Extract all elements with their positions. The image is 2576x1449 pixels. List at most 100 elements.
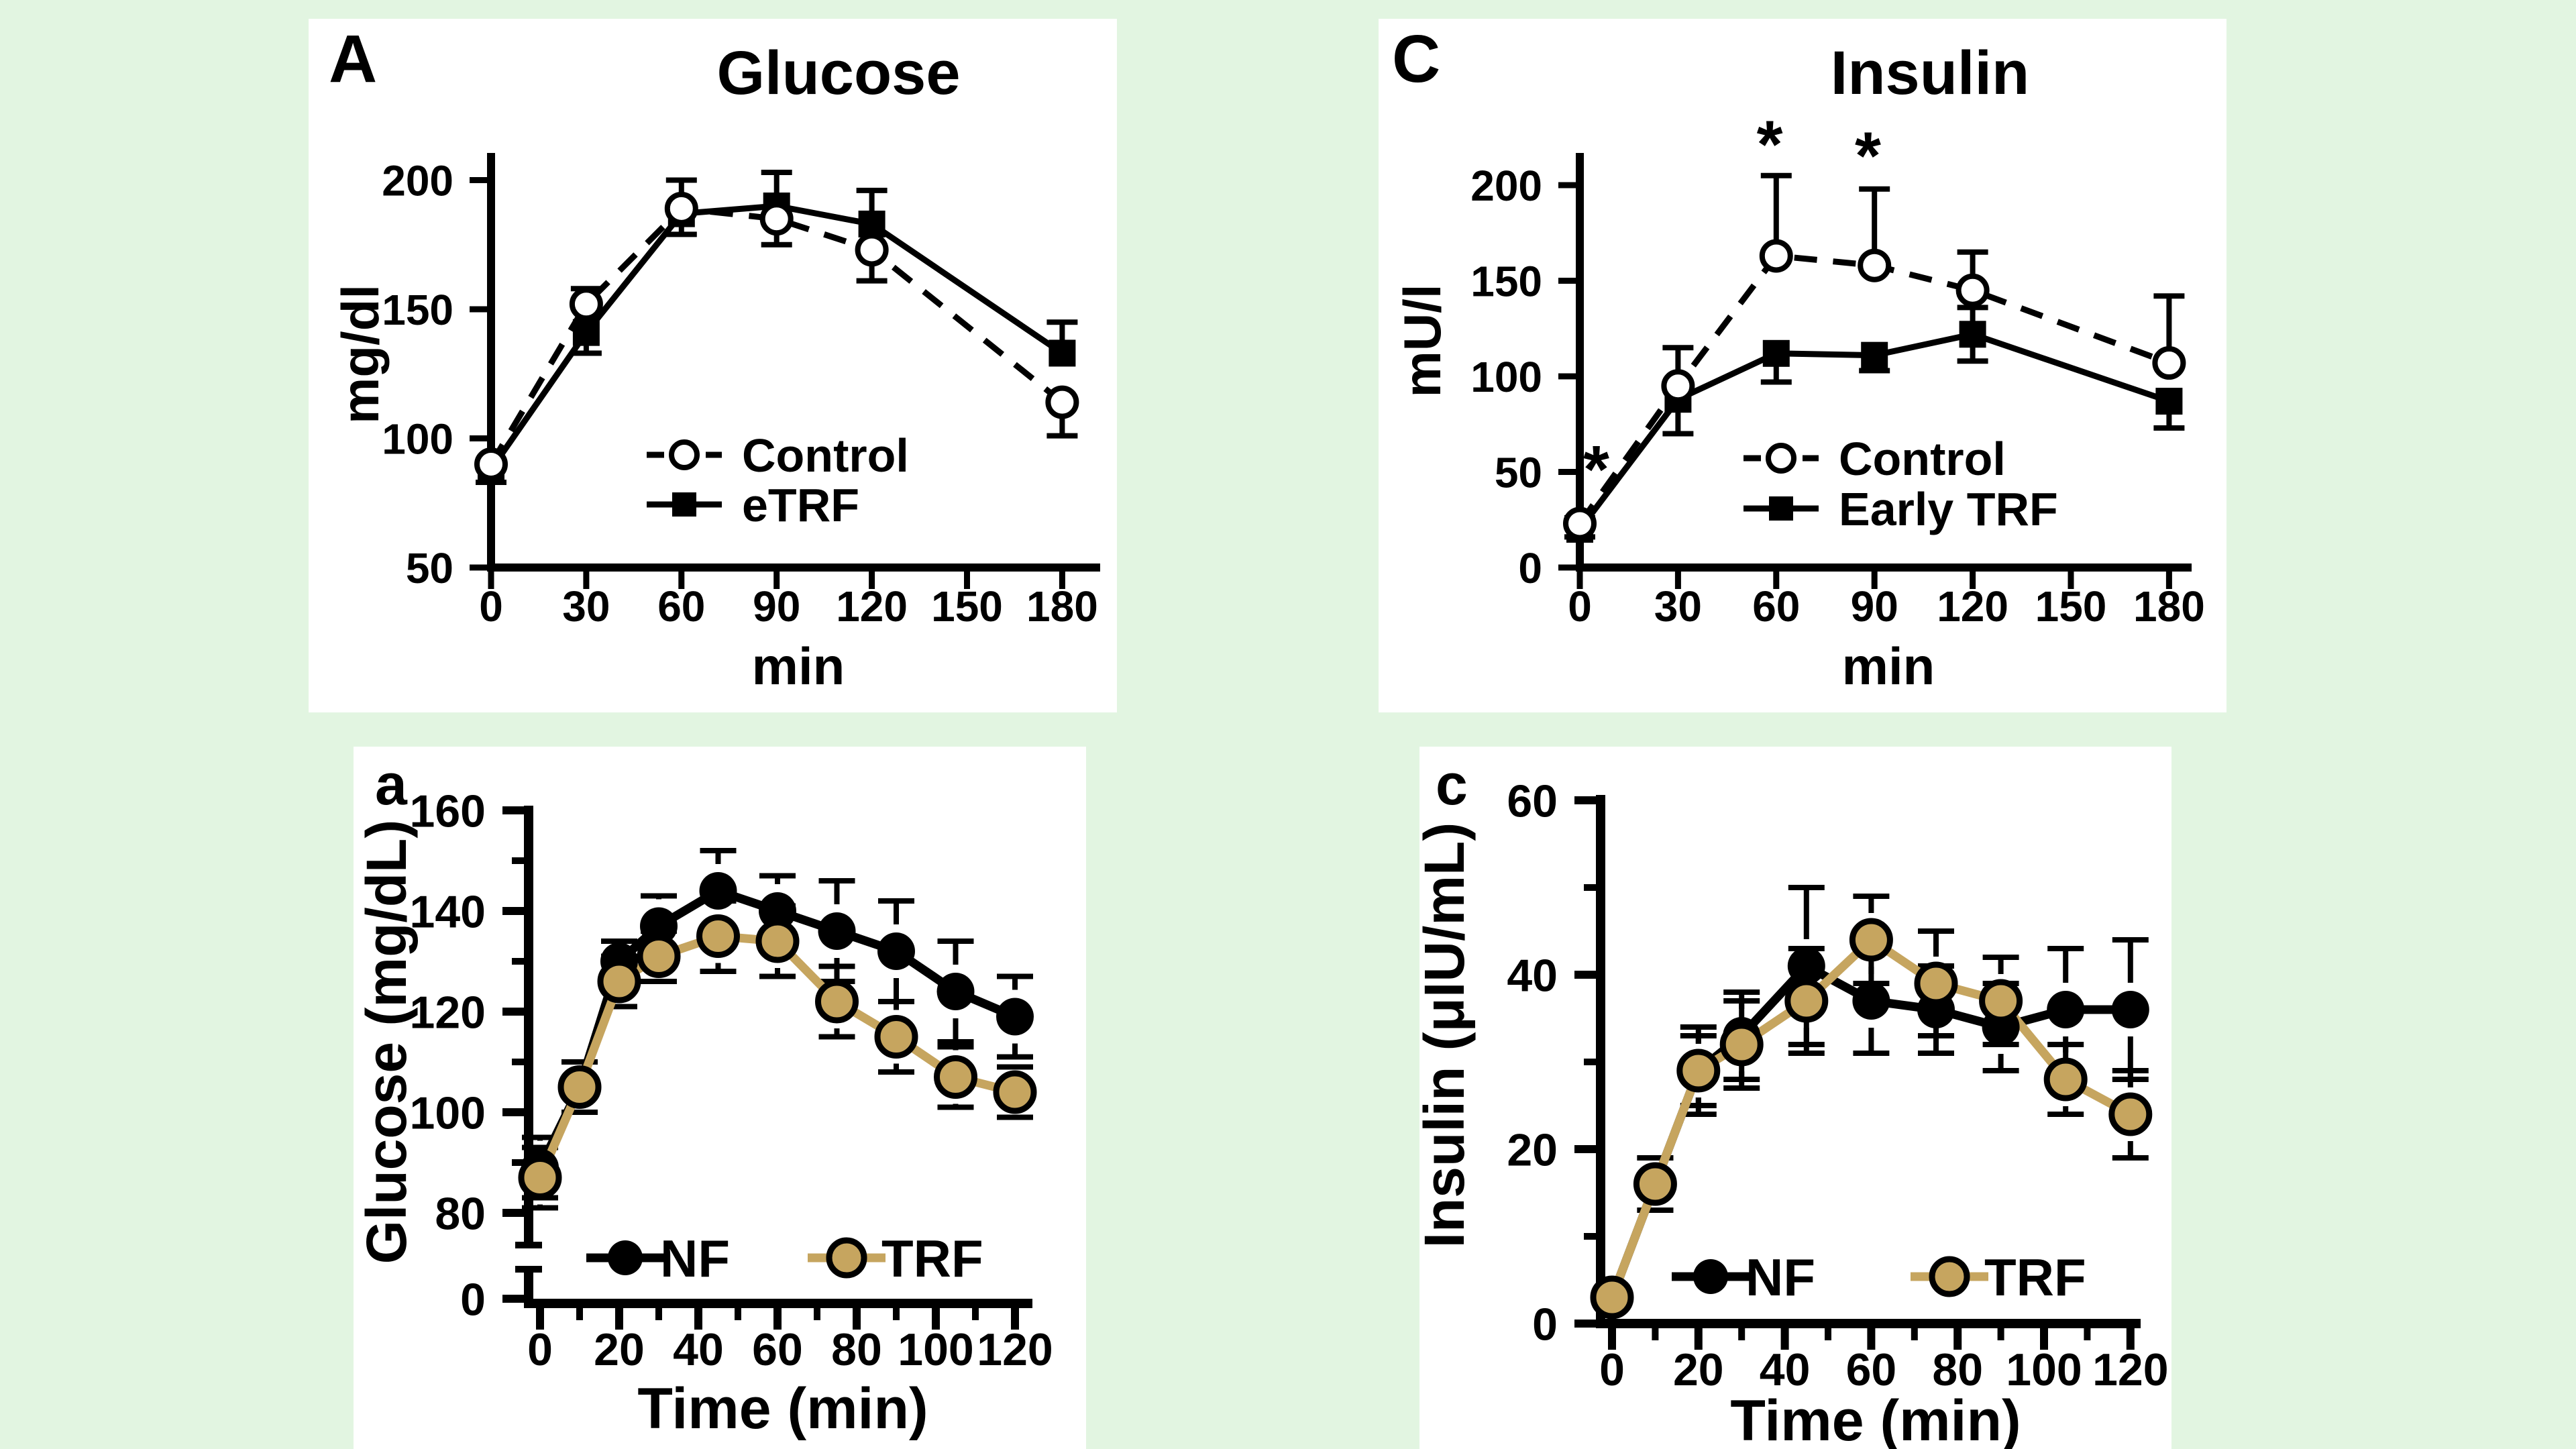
series-marker-trf <box>874 1015 918 1059</box>
chart-insulin-top: Insulin mU/l min 0 30 60 90 120 150 180 0 50 100 150 2… <box>1393 39 2205 696</box>
x-tick-label: 80 <box>1932 1344 1983 1395</box>
x-tick-label: 30 <box>562 582 610 631</box>
x-axis-label: Time (min) <box>637 1377 928 1441</box>
legend-label-nf: NF <box>1746 1248 1815 1307</box>
x-axis-label: min <box>1842 637 1935 696</box>
series-marker-etrf <box>572 319 600 346</box>
x-tick-label: 90 <box>753 582 800 631</box>
series-marker-nf <box>936 973 975 1010</box>
series-marker-control <box>1955 273 1990 307</box>
y-axis-label: Insulin (μIU/mL) <box>1419 822 1476 1248</box>
y-tick-label: 100 <box>1470 353 1542 401</box>
series-marker-nf <box>640 907 678 945</box>
x-tick-label: 90 <box>1851 582 1898 631</box>
series-line-control <box>488 205 1065 466</box>
legend-label-control: Control <box>742 429 909 482</box>
series-marker-nf <box>1852 982 1890 1020</box>
chart-insulin-bottom: Insulin (μIU/mL) Time (min) 0 20 40 60 80 100 12… <box>1419 775 2169 1449</box>
series-marker-nf <box>1787 947 1825 985</box>
panel-insulin-ogtt-top: C Insulin mU/l min 0 30 60 90 120 150 180 0 50 100 15… <box>1379 19 2226 712</box>
series-marker-nf <box>877 932 915 970</box>
chart-glucose-bottom: Glucose (mg/dL)Time (min)0 20 40 60 80 100 120… <box>355 786 1053 1441</box>
legend-label-nf: NF <box>660 1229 730 1288</box>
panel-letter-c: c <box>1436 753 1468 817</box>
panel-letter-a: a <box>375 753 407 817</box>
legend-label-control: Control <box>1839 433 2006 485</box>
y-tick-label: 100 <box>382 415 453 464</box>
legend-label-etrf: eTRF <box>742 479 859 531</box>
y-tick-label: 120 <box>410 987 486 1038</box>
y-tick-label: 20 <box>1507 1124 1558 1175</box>
x-tick-label: 40 <box>673 1324 724 1375</box>
y-axis-label: mU/l <box>1393 284 1452 397</box>
series-marker-trf <box>1590 1275 1634 1320</box>
series-marker-trf <box>1914 961 1958 1006</box>
series-marker-trf <box>1719 1022 1764 1067</box>
series-marker-control <box>2152 346 2186 380</box>
x-tick-label: 120 <box>977 1324 1053 1375</box>
panel-insulin-ogtt-bottom: c Insulin (μIU/mL) Time (min) 0 20 40 60 80 100… <box>1419 747 2171 1449</box>
series-marker-nf <box>759 892 796 930</box>
legend-marker-etrf <box>672 492 696 517</box>
series-marker-early-trf <box>1762 339 1790 367</box>
series-line-etrf <box>488 203 1064 472</box>
y-tick-label: 0 <box>460 1274 486 1325</box>
y-tick-label: 200 <box>382 157 453 205</box>
y-tick-label: 80 <box>435 1188 486 1239</box>
series-marker-early-trf <box>2155 388 2183 415</box>
series-marker-control <box>1045 385 1079 419</box>
series-marker-trf <box>1979 979 2023 1023</box>
series-marker-early-trf <box>1861 341 1888 369</box>
x-tick-label: 20 <box>1673 1344 1724 1395</box>
y-tick-label: 150 <box>382 286 453 334</box>
series-marker-trf <box>2043 1057 2088 1102</box>
series-marker-control <box>664 191 698 225</box>
series-line-trf <box>1607 935 2133 1299</box>
x-tick-label: 0 <box>479 582 503 631</box>
series-marker-trf <box>1849 918 1893 962</box>
series-marker-control <box>569 287 603 321</box>
series-marker-control <box>1858 248 1892 282</box>
x-tick-label: 150 <box>2035 582 2107 631</box>
series-line-control <box>1577 252 2170 526</box>
y-tick-label: 50 <box>406 544 453 592</box>
series-marker-trf <box>815 979 859 1024</box>
x-axis-label: Time (min) <box>1730 1389 2021 1449</box>
legend-label-trf: TRF <box>1984 1248 2086 1307</box>
series-marker-nf <box>996 998 1034 1036</box>
series-marker-trf <box>637 934 681 978</box>
series-marker-nf <box>699 872 737 910</box>
x-tick-label: 120 <box>1937 582 2008 631</box>
x-tick-label: 40 <box>1760 1344 1811 1395</box>
x-tick-label: 80 <box>831 1324 882 1375</box>
series-marker-early-trf <box>1959 321 1986 348</box>
series-marker-trf <box>934 1055 977 1099</box>
y-axis-label: Glucose (mg/dL) <box>355 820 418 1265</box>
series-marker-etrf <box>1049 339 1076 367</box>
series-marker-trf <box>993 1070 1037 1114</box>
legend-marker-trf <box>1929 1256 1970 1297</box>
y-tick-label: 0 <box>1532 1299 1558 1350</box>
y-tick-label: 50 <box>1495 449 1542 497</box>
legend-marker-control <box>669 439 700 470</box>
x-tick-label: 0 <box>1599 1344 1625 1395</box>
x-tick-label: 120 <box>836 582 908 631</box>
series-marker-nf <box>2047 991 2085 1028</box>
chart-glucose-top: Glucose mg/dl min 0 30 60 90 120 150 180 50 100 150 2… <box>331 39 1100 696</box>
panel-glucose-ogtt-top: A Glucose mg/dl min 0 30 60 90 120 150 180 50 100 15… <box>309 19 1117 712</box>
legend-marker-nf <box>1693 1259 1728 1294</box>
y-tick-label: 140 <box>410 886 486 937</box>
x-tick-label: 100 <box>898 1324 973 1375</box>
legend-marker-trf <box>826 1237 867 1279</box>
y-tick-label: 160 <box>410 786 486 837</box>
series-marker-control <box>474 447 508 481</box>
series-marker-control <box>855 233 889 267</box>
x-tick-label: 120 <box>2092 1344 2168 1395</box>
series-marker-trf <box>755 919 800 963</box>
x-tick-label: 150 <box>931 582 1003 631</box>
legend-label-early-trf: Early TRF <box>1839 483 2058 535</box>
series-marker-trf <box>1784 979 1829 1023</box>
x-tick-label: 0 <box>1568 582 1592 631</box>
y-tick-label: 200 <box>1470 162 1542 210</box>
panel-glucose-ogtt-bottom: a Glucose (mg/dL) Time (min) 0 20 40 60 80 100 1… <box>354 747 1086 1449</box>
